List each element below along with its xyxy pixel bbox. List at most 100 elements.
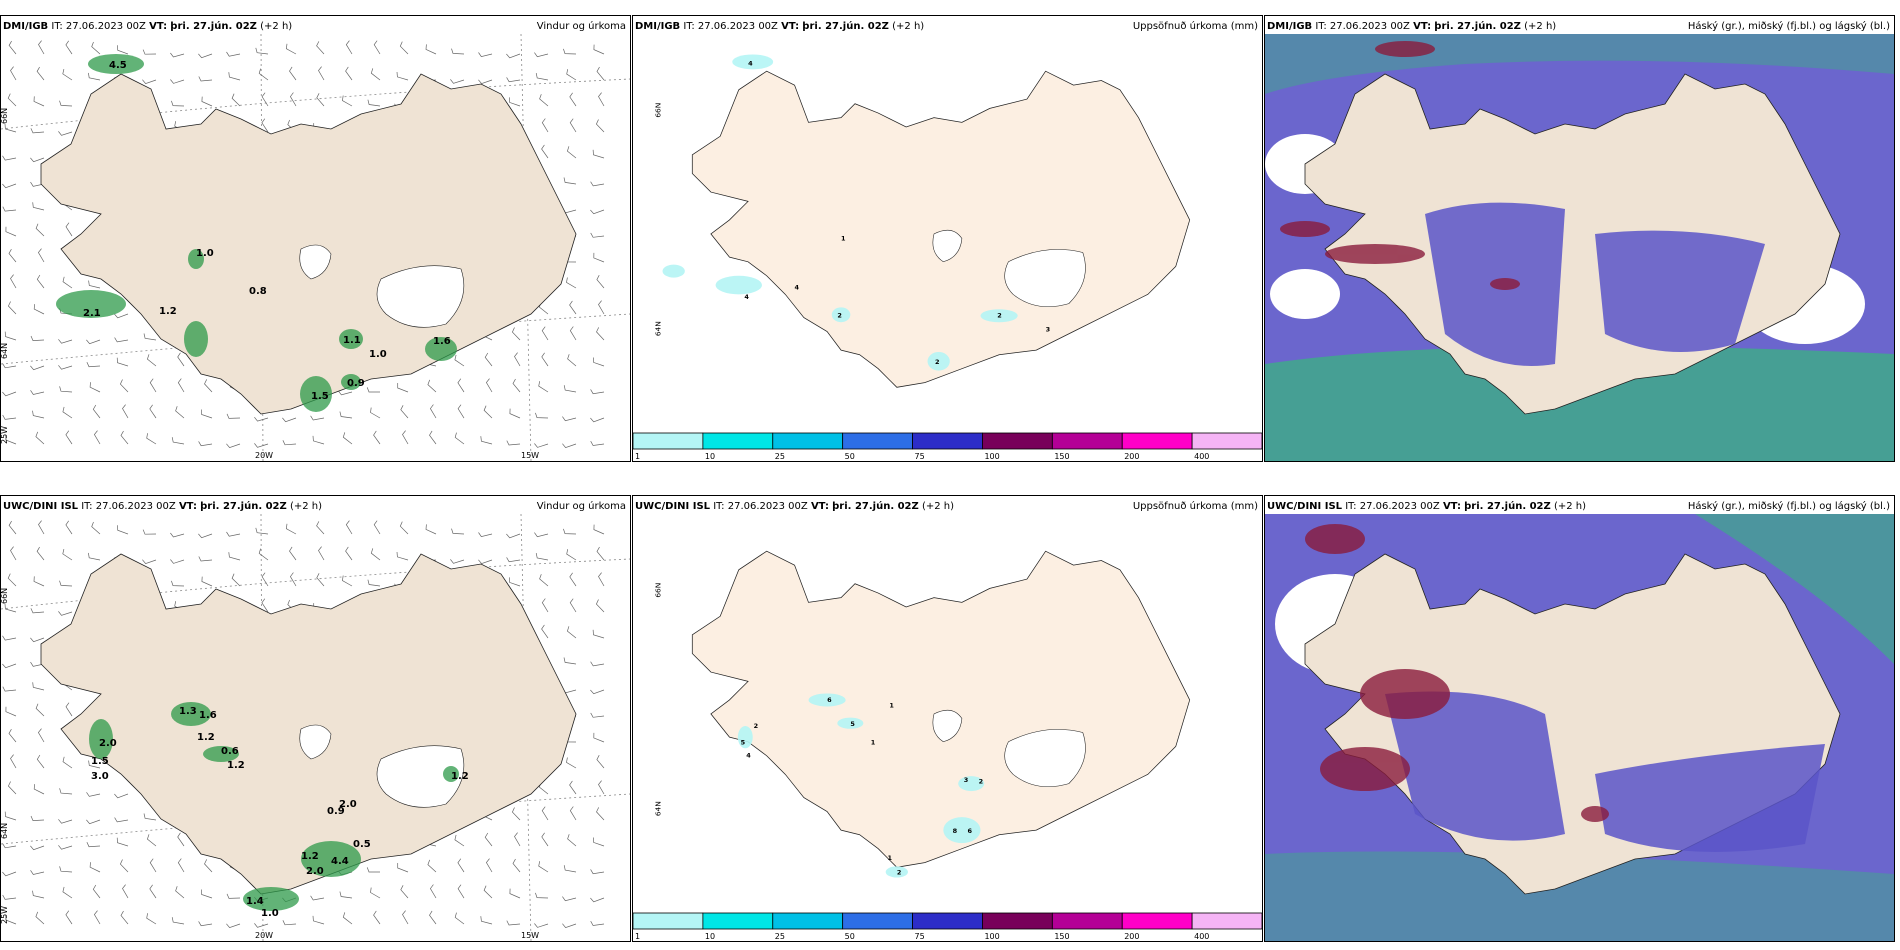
valid-label: VT: xyxy=(1413,21,1432,32)
wind-barb xyxy=(59,788,73,795)
wind-barb xyxy=(59,386,73,393)
colorbar-tick-label: 10 xyxy=(705,932,715,941)
colorbar-tick-label: 100 xyxy=(984,932,999,941)
wind-barb xyxy=(7,573,17,587)
wind-barb xyxy=(114,337,129,343)
wind-barb xyxy=(198,533,213,539)
colorbar-svg: 1 10 25 50 75 100 150 200 400 xyxy=(633,912,1262,941)
wind-barb xyxy=(310,415,325,421)
panel-header: DMI/IGB IT: 27.06.2023 00Z VT: þri. 27.j… xyxy=(635,20,1258,33)
colorbar-swatch xyxy=(633,432,704,450)
wind-barb xyxy=(596,546,605,561)
wind-barb xyxy=(534,443,549,448)
wind-barb xyxy=(65,910,73,925)
wind-barb xyxy=(483,405,493,419)
wind-barb xyxy=(177,378,185,393)
precip-label: 3 xyxy=(964,776,969,784)
valid-time: þri. 27.jún. 02Z xyxy=(200,501,287,512)
precip-value-labels: 4 1 2 4 2 2 4 3 xyxy=(744,60,1050,366)
wind-barb xyxy=(261,598,269,613)
wind-barb xyxy=(175,406,185,419)
iceland-land xyxy=(691,550,1191,868)
wind-barb xyxy=(400,885,409,899)
panel-precip-row2: UWC/DINI ISL IT: 27.06.2023 00Z VT: þri.… xyxy=(632,495,1263,942)
colorbar-swatch xyxy=(633,912,704,930)
glacier-areas xyxy=(299,244,465,328)
wind-barb xyxy=(226,443,241,449)
precip-value-labels: 4.5 1.0 0.8 2.1 1.2 1.1 1.0 1.6 1.5 0.9 xyxy=(83,60,451,402)
wind-barb xyxy=(171,100,185,107)
wind-barb xyxy=(478,79,493,85)
colorbar-ticks: 1 10 25 50 75 100 150 200 400 xyxy=(635,932,1209,941)
wind-barb xyxy=(2,183,17,189)
wind-barb xyxy=(569,572,577,587)
wind-barb xyxy=(35,431,45,445)
wind-barb xyxy=(396,551,409,561)
precip-label: 2.0 xyxy=(99,738,117,749)
wind-barb xyxy=(566,549,577,561)
wind-barb xyxy=(32,890,45,899)
wind-barb xyxy=(119,859,129,873)
wind-barb xyxy=(485,378,493,393)
wind-barb xyxy=(65,520,73,535)
wind-barb xyxy=(120,430,129,445)
wind-barb xyxy=(143,333,157,341)
precip-label: 1.5 xyxy=(91,756,109,767)
precip-label: 1 xyxy=(888,854,893,862)
wind-barb xyxy=(534,923,549,928)
wind-barb xyxy=(254,416,269,422)
panel-precip-row1: DMI/IGB IT: 27.06.2023 00Z VT: þri. 27.j… xyxy=(632,15,1263,462)
wind-barb xyxy=(596,275,605,289)
wind-barb xyxy=(2,635,17,641)
wind-barb xyxy=(261,572,269,587)
lon-label: 25W xyxy=(1,426,9,444)
wind-barb xyxy=(177,352,185,367)
mid-cloud-layer xyxy=(1385,691,1565,841)
wind-barb xyxy=(538,861,549,873)
wind-barb xyxy=(596,66,605,81)
mid-cloud-layer xyxy=(1595,744,1825,852)
wind-barb xyxy=(36,274,45,289)
wind-barb xyxy=(511,327,521,341)
wind-barb xyxy=(142,529,157,535)
wind-barb xyxy=(569,300,577,315)
wind-barb xyxy=(30,637,45,643)
wind-barb xyxy=(566,757,577,769)
wind-barb xyxy=(258,548,269,561)
precip-label: 1 xyxy=(871,739,876,747)
wind-barb xyxy=(114,817,129,823)
wind-barb xyxy=(36,546,45,561)
wind-barb xyxy=(454,912,465,925)
wind-barb xyxy=(592,149,605,159)
wind-barb xyxy=(114,313,129,319)
wind-barb xyxy=(142,49,157,55)
valid-time: þri. 27.jún. 02Z xyxy=(832,501,919,512)
panel-header: DMI/IGB IT: 27.06.2023 00Z VT: þri. 27.j… xyxy=(1267,20,1890,33)
wind-barb xyxy=(204,859,213,873)
wind-barb xyxy=(562,416,577,422)
wind-barb xyxy=(62,756,73,769)
wind-precip-map: 4.5 1.0 0.8 2.1 1.2 1.1 1.0 1.6 1.5 0.9 … xyxy=(1,34,630,461)
wind-barb xyxy=(541,326,549,341)
wind-barb xyxy=(62,276,73,289)
wind-barb xyxy=(62,406,73,419)
wind-barb xyxy=(285,523,297,535)
precip-label: 1 xyxy=(841,234,846,242)
wind-barb xyxy=(2,686,17,692)
wind-barb xyxy=(10,66,17,81)
wind-barb xyxy=(541,806,549,821)
wind-barb xyxy=(231,573,241,587)
wind-barb xyxy=(143,813,157,821)
wind-barb xyxy=(338,390,353,396)
wind-barb xyxy=(86,339,101,345)
precip-label: 1.2 xyxy=(159,306,177,317)
wind-barb xyxy=(509,97,521,107)
wind-barb xyxy=(59,100,73,107)
wind-barb xyxy=(451,48,465,55)
wind-barb xyxy=(226,413,241,419)
wind-barb xyxy=(86,792,101,797)
wind-barb xyxy=(32,202,45,211)
wind-barb xyxy=(593,732,605,743)
panel-header: DMI/IGB IT: 27.06.2023 00Z VT: þri. 27.j… xyxy=(3,20,626,33)
wind-barb xyxy=(457,378,465,393)
